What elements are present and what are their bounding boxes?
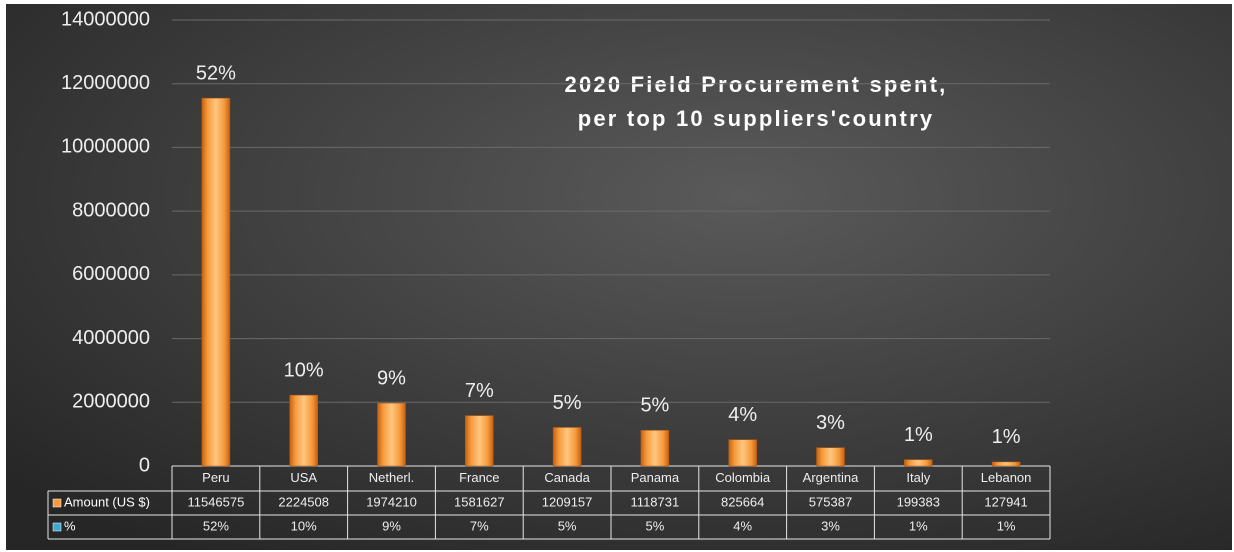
x-tick-label: Italy [906,470,930,485]
table-cell: 7% [470,518,489,533]
y-tick-label: 4000000 [72,327,150,349]
table-cell: 5% [558,518,577,533]
legend-key [52,522,62,532]
bar [465,415,494,467]
table-cell: 825664 [721,494,764,509]
table-cell: 1581627 [454,494,505,509]
y-tick-label: 6000000 [72,263,150,285]
x-tick-label: USA [290,470,317,485]
table-cell: 1% [997,518,1016,533]
table-cell: 11546575 [187,494,244,509]
y-tick-label: 2000000 [72,391,150,413]
table-cell: 1974210 [366,494,417,509]
title-line: 2020 Field Procurement spent, [565,72,948,97]
x-tick-label: Peru [202,470,229,485]
chart-title: 2020 Field Procurement spent, per top 10 … [565,72,948,131]
bar [552,427,582,467]
bar [377,402,406,467]
x-tick-label: Argentina [803,470,859,485]
table-cell: 1209157 [542,494,593,509]
y-tick-label: 10000000 [61,136,150,158]
data-label: 10% [284,359,324,381]
legend-key [52,498,62,508]
data-label: 7% [465,380,494,402]
y-tick-label: 14000000 [61,8,150,30]
table-cell: 5% [646,518,665,533]
data-label: 4% [728,404,757,426]
x-tick-label: Panama [631,470,680,485]
x-tick-label: Lebanon [981,470,1032,485]
y-tick-label: 12000000 [61,72,150,94]
legend-label: Amount (US $) [64,494,150,509]
x-tick-label: Canada [544,470,590,485]
title-line: per top 10 suppliers'country [578,106,935,131]
table-cell: 4% [733,518,752,533]
y-tick-label: 0 [139,454,150,476]
bar [728,439,757,467]
data-label: 5% [640,395,669,417]
table-cell: 1118731 [631,494,680,509]
data-label: 5% [553,392,582,414]
data-label: 52% [196,62,236,84]
data-label: 1% [992,426,1021,448]
table-cell: 575387 [809,494,852,509]
bar [991,461,1021,467]
y-tick-label: 8000000 [72,199,150,221]
table-cell: 9% [382,518,401,533]
bar [904,459,933,467]
table-cell: 52% [203,518,229,533]
bar [816,447,845,467]
x-tick-label: Colombia [715,470,771,485]
legend-label: % [64,518,76,533]
bar [201,97,231,467]
table-cell: 3% [821,518,840,533]
table-cell: 2224508 [278,494,329,509]
table-cell: 10% [291,518,317,533]
x-tick-label: Netherl. [369,470,415,485]
bar [289,394,318,467]
data-label: 1% [904,424,933,446]
data-label: 3% [816,412,845,434]
table-cell: 1% [909,518,928,533]
data-label: 9% [377,367,406,389]
x-tick-label: France [459,470,499,485]
table-cell: 199383 [897,494,940,509]
bar [640,430,670,467]
table-cell: 127941 [984,494,1027,509]
